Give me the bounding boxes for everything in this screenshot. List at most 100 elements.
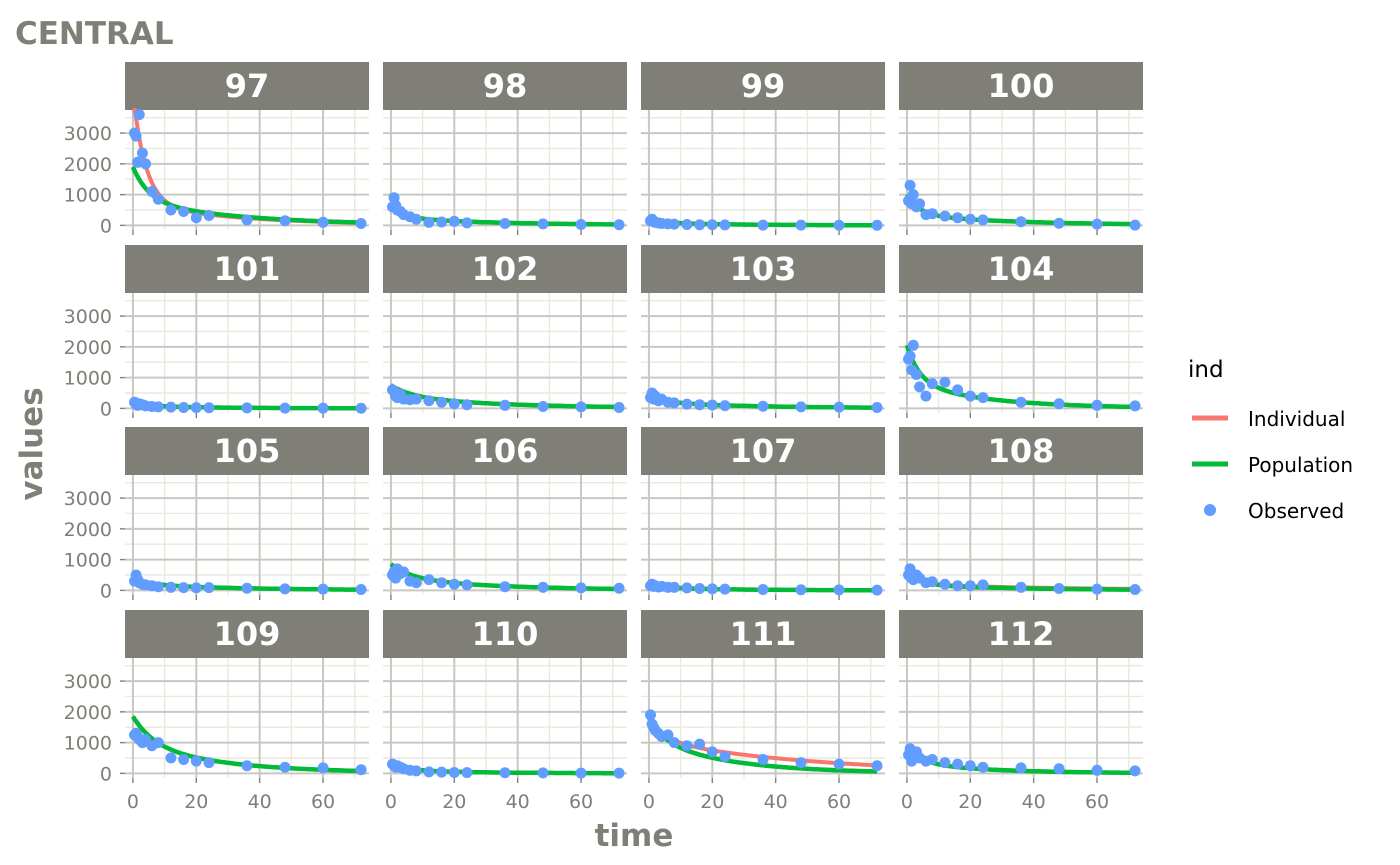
y-tick-label: 3000 xyxy=(64,671,112,693)
facet-strip xyxy=(899,610,1143,658)
observed-point xyxy=(461,767,473,779)
observed-point xyxy=(398,566,410,578)
x-axis-title: time xyxy=(595,818,674,854)
x-tick-label: 0 xyxy=(901,791,913,813)
panel-97: 97 0 1000 2000 3000 xyxy=(64,62,369,237)
y-tick-label: 1000 xyxy=(64,550,112,572)
observed-point xyxy=(1091,399,1103,411)
y-tick-label: 3000 xyxy=(64,123,112,145)
facet-strip xyxy=(641,245,885,293)
observed-point xyxy=(355,402,367,414)
observed-point xyxy=(833,758,845,770)
y-tick-label: 0 xyxy=(100,580,112,602)
x-tick-label: 0 xyxy=(385,791,397,813)
observed-point xyxy=(1015,396,1027,408)
observed-point xyxy=(694,219,706,231)
observed-point xyxy=(757,583,769,595)
panel-107: 107 xyxy=(641,427,885,600)
observed-point xyxy=(355,218,367,230)
x-tick-label: 40 xyxy=(764,791,788,813)
observed-point xyxy=(833,219,845,231)
observed-point xyxy=(130,130,142,142)
x-tick-label: 20 xyxy=(958,791,982,813)
observed-point xyxy=(140,158,152,170)
observed-point xyxy=(952,580,964,592)
observed-point xyxy=(926,754,938,766)
observed-point xyxy=(152,737,164,749)
y-tick-label: 0 xyxy=(100,763,112,785)
legend-item-individual: Individual xyxy=(1192,407,1345,431)
facet-strip xyxy=(899,62,1143,110)
observed-point xyxy=(952,758,964,770)
observed-point xyxy=(645,709,657,721)
y-axis-title: values xyxy=(14,387,50,500)
x-tick-label: 40 xyxy=(248,791,272,813)
facet-label: 112 xyxy=(988,615,1055,653)
observed-point xyxy=(203,402,215,414)
observed-point xyxy=(190,755,202,767)
observed-point xyxy=(1129,583,1141,595)
observed-point xyxy=(920,390,932,402)
observed-point xyxy=(317,762,329,774)
panel-99: 99 xyxy=(641,62,885,235)
observed-point xyxy=(241,214,253,226)
observed-point xyxy=(719,583,731,595)
observed-point xyxy=(178,754,190,766)
y-tick-label: 2000 xyxy=(64,337,112,359)
facet-strip xyxy=(641,427,885,475)
observed-point xyxy=(681,218,693,230)
observed-point xyxy=(952,384,964,396)
observed-point xyxy=(910,369,922,381)
observed-point xyxy=(436,766,448,778)
observed-point xyxy=(165,581,177,593)
panel-109: 109 0 1000 2000 3000 0 20 40 60 xyxy=(64,610,369,813)
observed-point xyxy=(613,767,625,779)
observed-point xyxy=(575,401,587,413)
facet-label: 102 xyxy=(472,250,539,288)
legend-key-point xyxy=(1204,504,1216,516)
observed-point xyxy=(152,193,164,205)
observed-point xyxy=(499,581,511,593)
observed-point xyxy=(241,760,253,772)
legend-title: ind xyxy=(1188,357,1224,383)
observed-point xyxy=(795,219,807,231)
y-tick-label: 2000 xyxy=(64,154,112,176)
observed-point xyxy=(203,757,215,769)
observed-point xyxy=(833,584,845,596)
observed-point xyxy=(964,213,976,225)
observed-point xyxy=(537,401,549,413)
observed-point xyxy=(757,219,769,231)
y-tick-label: 0 xyxy=(100,398,112,420)
observed-point xyxy=(668,397,680,409)
legend: ind Individual Population Observed xyxy=(1188,357,1353,523)
observed-point xyxy=(448,578,460,590)
chart-title: CENTRAL xyxy=(15,16,174,52)
observed-point xyxy=(613,582,625,594)
observed-point xyxy=(1091,583,1103,595)
observed-point xyxy=(1091,764,1103,776)
observed-point xyxy=(1129,219,1141,231)
facet-label: 110 xyxy=(472,615,539,653)
y-tick-label: 1000 xyxy=(64,733,112,755)
observed-point xyxy=(1015,581,1027,593)
panel-100: 100 xyxy=(899,62,1143,235)
observed-point xyxy=(706,583,718,595)
panel-106: 106 xyxy=(383,427,627,600)
observed-point xyxy=(575,218,587,230)
observed-point xyxy=(165,401,177,413)
panel-111: 111 0 20 40 60 xyxy=(641,610,885,813)
facet-label: 106 xyxy=(472,432,539,470)
facet-label: 98 xyxy=(483,67,528,105)
observed-point xyxy=(1129,765,1141,777)
legend-item-observed: Observed xyxy=(1204,499,1344,523)
observed-point xyxy=(977,761,989,773)
observed-point xyxy=(706,219,718,231)
observed-point xyxy=(613,219,625,231)
observed-point xyxy=(795,757,807,769)
observed-point xyxy=(178,401,190,413)
observed-point xyxy=(939,210,951,222)
observed-point xyxy=(977,214,989,226)
y-tick-label: 2000 xyxy=(64,702,112,724)
